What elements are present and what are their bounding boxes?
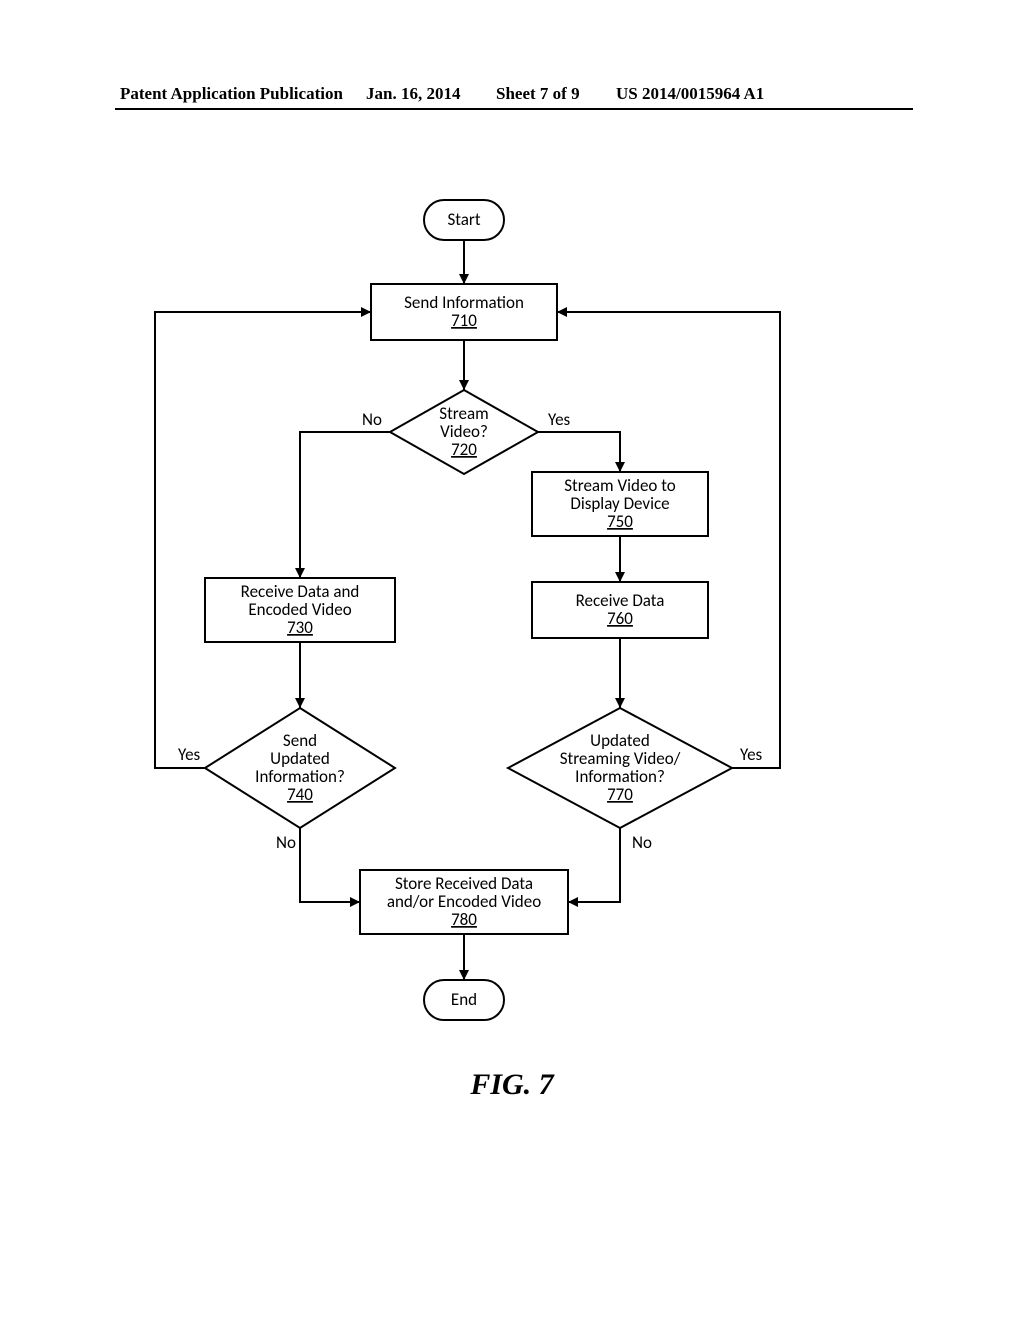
edge-label: Yes (548, 409, 571, 430)
flow-node-d720: StreamVideo?720 (390, 390, 538, 474)
figure-caption: FIG. 7 (0, 1068, 1024, 1102)
flow-node-n730: Receive Data andEncoded Video730 (205, 578, 395, 642)
node-ref: 720 (451, 439, 477, 460)
flow-edge (300, 828, 360, 902)
flow-node-end: End (424, 980, 504, 1020)
flow-node-start: Start (424, 200, 504, 240)
node-ref: 780 (451, 909, 477, 930)
node-ref: 710 (451, 310, 477, 331)
node-text: Start (447, 209, 480, 230)
flow-node-d770: UpdatedStreaming Video/Information?770 (508, 708, 732, 828)
edge-label: No (276, 832, 296, 853)
edge-label: Yes (740, 744, 763, 765)
edge-label: No (362, 409, 382, 430)
node-ref: 740 (287, 784, 313, 805)
flowchart: No Yes Yes No Yes No Start Send Information710 S… (0, 0, 1024, 1320)
node-ref: 730 (287, 617, 313, 638)
node-text: End (451, 989, 477, 1010)
node-ref: 770 (607, 784, 633, 805)
flow-edge (538, 432, 620, 472)
flow-node-n750: Stream Video toDisplay Device750 (532, 472, 708, 536)
flow-node-n710: Send Information710 (371, 284, 557, 340)
node-ref: 750 (607, 511, 633, 532)
flow-edge (568, 828, 620, 902)
edge-label: Yes (178, 744, 201, 765)
flow-node-d740: SendUpdatedInformation?740 (205, 708, 395, 828)
edge-label: No (632, 832, 652, 853)
flow-edge (300, 432, 390, 578)
node-ref: 760 (607, 608, 633, 629)
flow-edge (155, 312, 371, 768)
flow-edge (557, 312, 780, 768)
flow-node-n760: Receive Data760 (532, 582, 708, 638)
flow-node-n780: Store Received Dataand/or Encoded Video7… (360, 870, 568, 934)
